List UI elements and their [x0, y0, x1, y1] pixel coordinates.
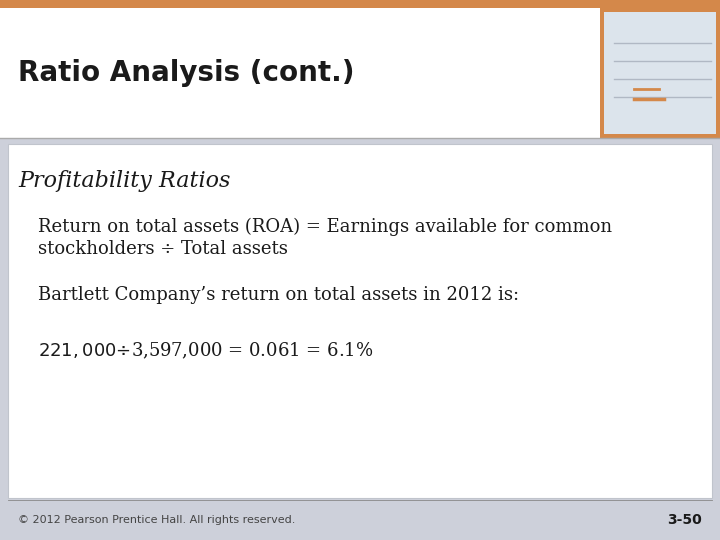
- Bar: [604, 12, 716, 134]
- Bar: [600, 8, 720, 138]
- Text: Ratio Analysis (cont.): Ratio Analysis (cont.): [18, 59, 354, 87]
- Text: Profitability Ratios: Profitability Ratios: [18, 170, 230, 192]
- Text: stockholders ÷ Total assets: stockholders ÷ Total assets: [38, 240, 288, 258]
- Text: Bartlett Company’s return on total assets in 2012 is:: Bartlett Company’s return on total asset…: [38, 286, 519, 304]
- Bar: [8, 144, 712, 498]
- Text: Return on total assets (ROA) = Earnings available for common: Return on total assets (ROA) = Earnings …: [38, 218, 612, 237]
- Bar: [0, 0, 720, 8]
- Text: $221,000 ÷ $3,597,000 = 0.061 = 6.1%: $221,000 ÷ $3,597,000 = 0.061 = 6.1%: [38, 341, 374, 361]
- Text: 3-50: 3-50: [667, 513, 702, 527]
- Text: © 2012 Pearson Prentice Hall. All rights reserved.: © 2012 Pearson Prentice Hall. All rights…: [18, 515, 295, 525]
- Bar: [0, 8, 720, 138]
